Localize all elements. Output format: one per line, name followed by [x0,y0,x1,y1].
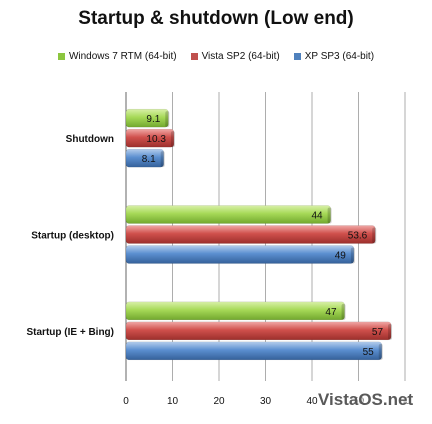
bar [125,225,376,244]
x-tick-label-30: 30 [260,396,272,407]
bar [125,321,392,341]
x-tick-label-50: 50 [353,396,365,407]
bar-end-shade [170,131,175,148]
legend-swatch-win7 [57,53,65,60]
bar-end-shade [327,207,332,224]
x-tick-label-20: 20 [213,396,225,407]
bar [125,128,175,148]
legend-swatch-xp [293,53,301,60]
category-label: Shutdown [66,134,114,145]
bar-end-shade [388,323,393,340]
legend-label-vista: Vista SP2 (64-bit) [201,51,280,62]
bar [125,205,331,224]
legend-swatch-vista [190,53,198,60]
bar-end-shade [165,111,170,128]
data-label: 9.1 [146,114,160,125]
data-label: 53.6 [348,231,368,242]
data-label: 8.1 [142,154,156,165]
data-label: 49 [335,251,347,262]
bar [125,341,382,361]
bar [125,245,355,264]
legend-label-xp: XP SP3 (64-bit) [304,51,375,62]
x-tick-label-10: 10 [167,396,179,407]
bar-end-shade [378,343,383,360]
bar-end-shade [160,151,165,168]
legend-item-vista: Vista SP2 (64-bit) [190,51,280,62]
x-tick-label-0: 0 [123,396,129,407]
bar-end-shade [341,303,346,320]
chart-title: Startup & shutdown (Low end) [78,8,354,29]
watermark: VistaOS.net [318,390,414,409]
legend-item-win7: Windows 7 RTM (64-bit) [57,51,177,62]
bar [125,148,164,168]
legend: Windows 7 RTM (64-bit) Vista SP2 (64-bit… [0,51,432,62]
data-label: 47 [325,307,337,318]
category-label: Startup (IE + Bing) [27,327,115,338]
bar [125,301,345,321]
data-label: 10.3 [146,134,166,145]
data-label: 55 [363,347,375,358]
bar [125,108,169,128]
bar-end-shade [350,247,355,264]
legend-item-xp: XP SP3 (64-bit) [293,51,375,62]
data-label: 44 [311,211,323,222]
x-tick-label-60: 60 [399,396,411,407]
data-label: 57 [372,327,384,338]
category-label: Startup (desktop) [31,231,114,242]
x-tick-label-40: 40 [306,396,318,407]
legend-label-win7: Windows 7 RTM (64-bit) [68,51,177,62]
bar-end-shade [372,227,377,244]
